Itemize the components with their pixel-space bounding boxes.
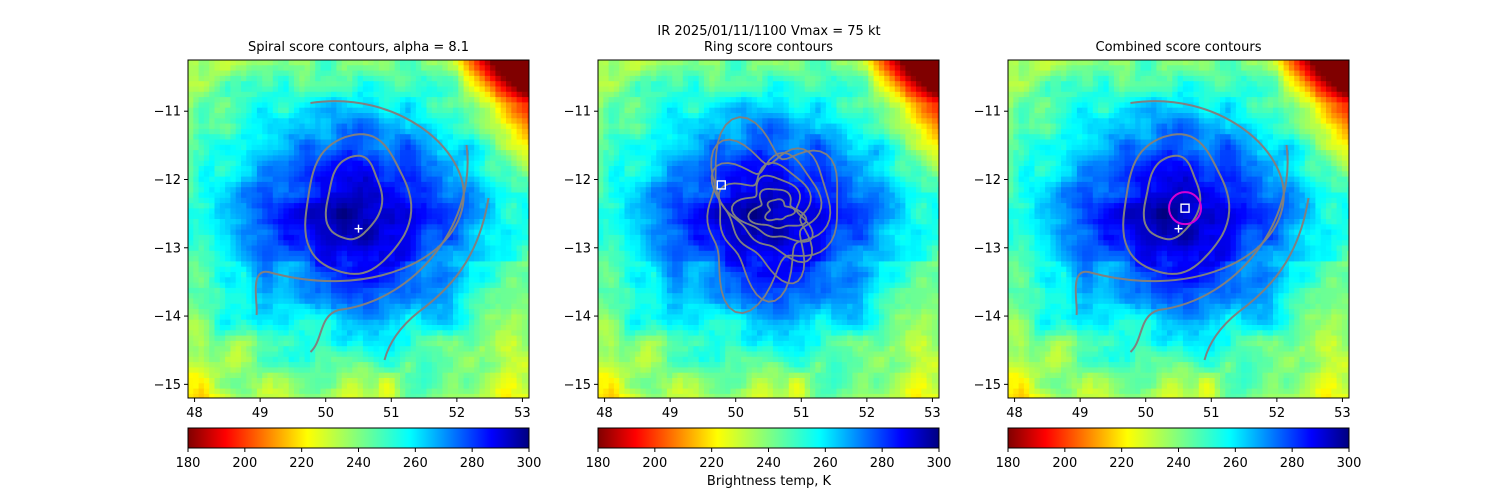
colorbar-tick-label: 220 bbox=[699, 456, 724, 471]
y-tick-label: −13 bbox=[154, 241, 181, 256]
colorbar-tick-label: 200 bbox=[642, 456, 667, 471]
brightness-temp-heatmap bbox=[1008, 60, 1349, 398]
panel-title: Spiral score contours, alpha = 8.1 bbox=[248, 40, 469, 55]
brightness-temp-heatmap bbox=[188, 60, 529, 398]
colorbar-tick-label: 220 bbox=[289, 456, 314, 471]
panel-1: Spiral score contours, alpha = 8.1 48 49 50… bbox=[154, 40, 542, 471]
colorbar-tick-label: 280 bbox=[1280, 456, 1305, 471]
middle-contour bbox=[304, 133, 413, 275]
y-tick-label: −12 bbox=[564, 173, 591, 188]
ring-contour bbox=[710, 138, 832, 303]
figure-suptitle: IR 2025/01/11/1100 Vmax = 75 kt bbox=[657, 24, 880, 39]
colorbar-tick-label: 220 bbox=[1109, 456, 1134, 471]
x-tick-label: 48 bbox=[186, 406, 203, 421]
y-tick-label: −13 bbox=[974, 241, 1001, 256]
colorbar-tick-label: 260 bbox=[813, 456, 838, 471]
ring-contour bbox=[706, 116, 839, 315]
spiral-arm-3 bbox=[383, 197, 490, 361]
inner-contour bbox=[1142, 154, 1202, 241]
panel-2: Ring score contours 48 49 50 51 52 53 −11 −12 −13… bbox=[564, 40, 952, 471]
x-tick-label: 51 bbox=[1203, 406, 1220, 421]
score-contours bbox=[1074, 100, 1310, 361]
colorbar-tick-label: 180 bbox=[996, 456, 1021, 471]
ring-contours bbox=[706, 116, 839, 315]
panel-title: Ring score contours bbox=[704, 40, 833, 55]
colorbar-tick-label: 260 bbox=[403, 456, 428, 471]
center-square-marker bbox=[716, 180, 726, 190]
y-tick-label: −12 bbox=[154, 173, 181, 188]
y-tick-label: −15 bbox=[564, 378, 591, 393]
x-tick-label: 49 bbox=[252, 406, 269, 421]
x-tick-label: 52 bbox=[859, 406, 876, 421]
spiral-arm-2 bbox=[309, 144, 469, 353]
colorbar-tick-label: 240 bbox=[756, 456, 781, 471]
x-tick-label: 48 bbox=[1006, 406, 1023, 421]
x-tick-label: 53 bbox=[1334, 406, 1351, 421]
x-tick-label: 52 bbox=[1269, 406, 1286, 421]
spiral-arm-3 bbox=[1203, 197, 1310, 361]
inner-contour bbox=[324, 154, 384, 241]
x-tick-label: 51 bbox=[383, 406, 400, 421]
colorbar-tick-label: 200 bbox=[1052, 456, 1077, 471]
axes-frame bbox=[187, 59, 530, 399]
center-plus-marker bbox=[354, 224, 363, 233]
x-tick-label: 49 bbox=[1072, 406, 1089, 421]
x-tick-label: 51 bbox=[793, 406, 810, 421]
brightness-temp-heatmap bbox=[598, 60, 939, 398]
axes-frame bbox=[597, 59, 940, 399]
x-tick-label: 53 bbox=[924, 406, 941, 421]
colorbar-label: Brightness temp, K bbox=[707, 474, 832, 489]
panel-title: Combined score contours bbox=[1096, 40, 1262, 55]
x-tick-label: 50 bbox=[317, 406, 334, 421]
ring-contour bbox=[730, 174, 814, 243]
center-square-marker bbox=[1180, 203, 1190, 213]
y-tick-label: −12 bbox=[974, 173, 1001, 188]
colorbar bbox=[187, 427, 530, 449]
x-tick-label: 50 bbox=[1137, 406, 1154, 421]
y-tick-label: −14 bbox=[564, 310, 591, 325]
colorbar-tick-label: 280 bbox=[870, 456, 895, 471]
x-tick-label: 49 bbox=[662, 406, 679, 421]
y-tick-label: −11 bbox=[974, 105, 1001, 120]
middle-contour bbox=[1122, 133, 1231, 275]
x-tick-label: 50 bbox=[727, 406, 744, 421]
score-contours bbox=[706, 116, 839, 315]
panel-3: Combined score contours 48 49 50 51 52 53 −11 −1… bbox=[974, 40, 1362, 471]
colorbar-tick-label: 260 bbox=[1223, 456, 1248, 471]
colorbar-tick-label: 300 bbox=[1337, 456, 1362, 471]
x-tick-label: 48 bbox=[596, 406, 613, 421]
colorbar bbox=[597, 427, 940, 449]
y-tick-label: −15 bbox=[154, 378, 181, 393]
colorbar-tick-label: 300 bbox=[517, 456, 542, 471]
x-tick-label: 52 bbox=[449, 406, 466, 421]
y-tick-label: −13 bbox=[564, 241, 591, 256]
eye-circle-marker bbox=[1168, 191, 1203, 226]
colorbar-tick-label: 240 bbox=[1166, 456, 1191, 471]
colorbar-tick-label: 180 bbox=[586, 456, 611, 471]
x-tick-label: 53 bbox=[514, 406, 531, 421]
y-tick-label: −11 bbox=[154, 105, 181, 120]
score-contours bbox=[254, 100, 490, 361]
axes-frame bbox=[1007, 59, 1350, 399]
colorbar-tick-label: 280 bbox=[460, 456, 485, 471]
y-tick-label: −11 bbox=[564, 105, 591, 120]
colorbar-tick-label: 180 bbox=[176, 456, 201, 471]
ring-contour bbox=[764, 198, 797, 222]
ring-contour bbox=[747, 187, 808, 230]
colorbar-tick-label: 240 bbox=[346, 456, 371, 471]
ring-contour bbox=[710, 151, 823, 285]
center-plus-marker bbox=[1174, 224, 1183, 233]
colorbar-tick-label: 200 bbox=[232, 456, 257, 471]
y-tick-label: −14 bbox=[154, 310, 181, 325]
colorbar-tick-label: 300 bbox=[927, 456, 952, 471]
y-tick-label: −14 bbox=[974, 310, 1001, 325]
y-tick-label: −15 bbox=[974, 378, 1001, 393]
colorbar bbox=[1007, 427, 1350, 449]
ring-contour bbox=[717, 161, 813, 264]
spiral-arm-2 bbox=[1129, 144, 1289, 353]
